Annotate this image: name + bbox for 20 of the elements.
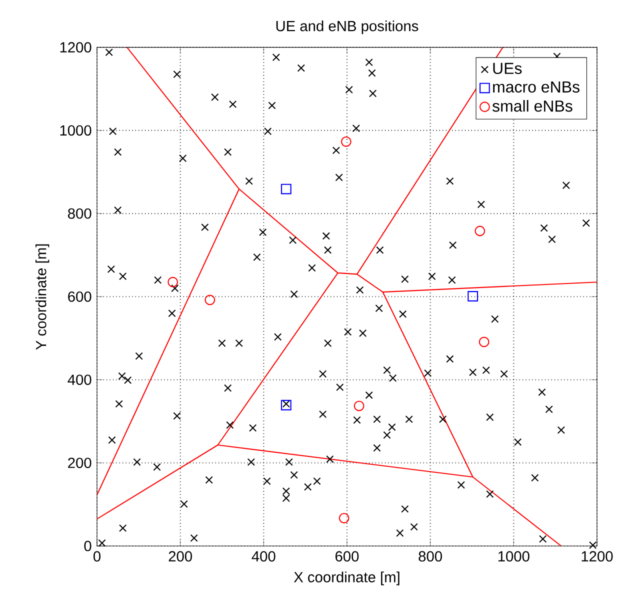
y-tick-label: 1000 bbox=[60, 125, 92, 136]
chart-title: UE and eNB positions bbox=[276, 20, 418, 34]
y-tick-label: 1200 bbox=[60, 42, 92, 53]
x-tick-label: 600 bbox=[336, 551, 359, 562]
y-tick-label: 600 bbox=[68, 291, 92, 302]
x-tick-label: 800 bbox=[418, 551, 442, 562]
x-tick-label: 1000 bbox=[498, 551, 530, 562]
x-tick-label: 0 bbox=[93, 551, 100, 562]
x-tick-label: 200 bbox=[168, 551, 192, 562]
x-axis-title: X coordinate [m] bbox=[294, 572, 400, 586]
y-tick-label: 0 bbox=[84, 540, 92, 552]
y-tick-label: 400 bbox=[68, 374, 92, 385]
legend-label: macro eNBs bbox=[493, 81, 580, 93]
y-tick-label: 200 bbox=[68, 458, 92, 468]
legend-label: small eNBs bbox=[492, 100, 572, 112]
legend-label: UEs bbox=[493, 62, 522, 74]
x-tick-label: 400 bbox=[252, 551, 276, 562]
y-axis-title: Y coordinate [m] bbox=[36, 244, 50, 350]
x-tick-label: 1200 bbox=[582, 551, 613, 562]
y-tick-label: 800 bbox=[68, 208, 92, 219]
